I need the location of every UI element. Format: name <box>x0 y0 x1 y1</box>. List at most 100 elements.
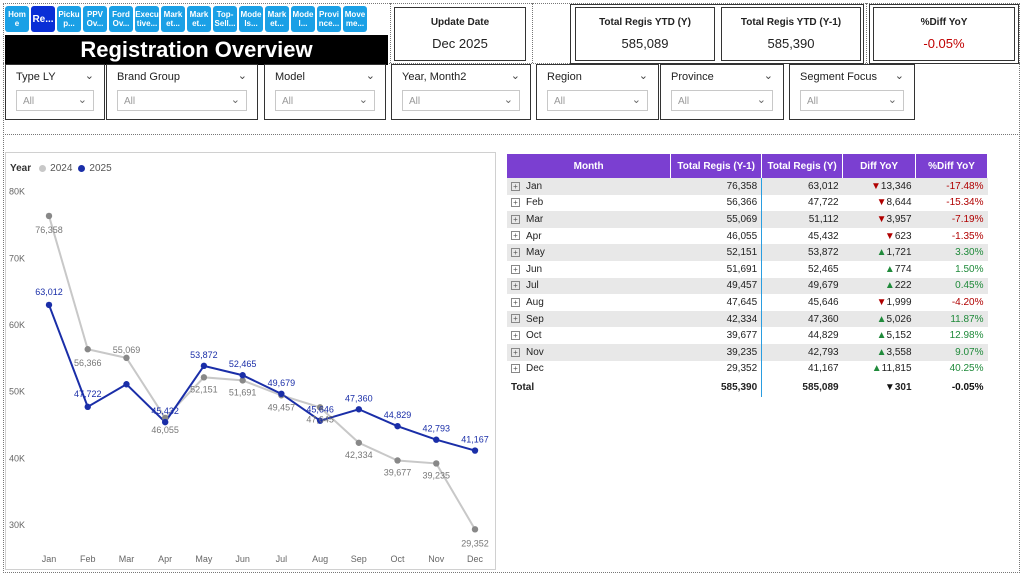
data-label-2025: 63,012 <box>35 287 63 297</box>
header-month[interactable]: Month <box>507 154 672 178</box>
table-row[interactable]: + Dec 29,352 41,167 ▲11,815 40.25% <box>507 360 988 378</box>
table-row[interactable]: + Nov 39,235 42,793 ▲3,558 9.07% <box>507 343 988 361</box>
legend-2025-label[interactable]: 2025 <box>89 163 112 174</box>
data-point-2024[interactable] <box>239 377 246 384</box>
slicer-5: Province ⌄ All ⌄ <box>660 64 784 120</box>
cur-cell: 45,646 <box>807 296 839 308</box>
data-label-2024: 47,645 <box>306 414 334 424</box>
data-point-2025[interactable] <box>394 422 401 430</box>
data-point-2024[interactable] <box>123 354 130 362</box>
table-row[interactable]: + Jul 49,457 49,679 ▲222 0.45% <box>507 277 988 295</box>
data-point-2025[interactable] <box>471 447 479 454</box>
slicer-dropdown[interactable]: All ⌄ <box>275 90 375 111</box>
triangle-up-icon: ▲ <box>884 263 895 275</box>
data-point-2024[interactable] <box>471 526 479 533</box>
expand-icon[interactable]: + <box>511 314 520 324</box>
header-separator <box>390 3 391 63</box>
nav-button-6[interactable]: Mark et... <box>161 6 185 32</box>
diff-cell: ▼301 <box>843 377 916 397</box>
data-point-2024[interactable] <box>433 460 440 467</box>
header-separator <box>866 3 867 63</box>
expand-icon[interactable]: + <box>511 198 520 208</box>
nav-button-5[interactable]: Execu tive... <box>135 6 159 32</box>
chevron-down-icon[interactable]: ⌄ <box>638 70 648 82</box>
header-cur[interactable]: Total Regis (Y) <box>761 154 844 178</box>
data-point-2024[interactable] <box>316 404 324 411</box>
table-row[interactable]: + May 52,151 53,872 ▲1,721 3.30% <box>507 244 988 261</box>
data-point-2024[interactable] <box>45 212 53 220</box>
nav-button-9[interactable]: Mode ls... <box>239 6 263 32</box>
table-row[interactable]: + Aug 47,645 45,646 ▼1,999 -4.20% <box>507 294 988 311</box>
data-point-2024[interactable] <box>200 374 208 381</box>
table-row[interactable]: + Feb 56,366 47,722 ▼8,644 -15.34% <box>507 194 988 212</box>
legend-2024-label[interactable]: 2024 <box>50 163 73 174</box>
pct-cell: 12.98% <box>949 330 984 342</box>
slicer-dropdown[interactable]: All ⌄ <box>547 90 648 111</box>
expand-icon[interactable]: + <box>511 297 520 307</box>
nav-button-3[interactable]: PPV Ov... <box>83 6 107 32</box>
expand-icon[interactable]: + <box>511 231 520 241</box>
expand-icon[interactable]: + <box>511 214 520 224</box>
table-row[interactable]: + Oct 39,677 44,829 ▲5,152 12.98% <box>507 327 988 344</box>
data-point-2025[interactable] <box>433 436 440 443</box>
month-cell: Total <box>507 377 671 397</box>
data-point-2025[interactable] <box>316 417 324 424</box>
data-point-2025[interactable] <box>161 418 169 426</box>
header-diff[interactable]: Diff YoY <box>842 154 917 178</box>
chevron-down-icon[interactable]: ⌄ <box>365 70 375 82</box>
diff-card: %Diff YoY -0.05% <box>873 7 1015 61</box>
prev-cell: 51,691 <box>670 260 763 278</box>
nav-button-8[interactable]: Top- Sell... <box>213 6 237 32</box>
cur-cell: 63,012 <box>761 178 843 195</box>
x-tick-label: Sep <box>351 554 367 564</box>
data-point-2025[interactable] <box>200 362 208 370</box>
nav-button-12[interactable]: Provi nce... <box>317 6 341 32</box>
nav-button-13[interactable]: Move me... <box>343 6 367 32</box>
nav-button-10[interactable]: Mark et... <box>265 6 289 32</box>
data-point-2025[interactable] <box>239 372 246 379</box>
slicer-dropdown[interactable]: All ⌄ <box>16 90 94 111</box>
chevron-down-icon[interactable]: ⌄ <box>237 70 247 82</box>
slicer-dropdown[interactable]: All ⌄ <box>117 90 247 111</box>
table-row[interactable]: + Sep 42,334 47,360 ▲5,026 11.87% <box>507 310 988 328</box>
nav-button-4[interactable]: Ford Ov... <box>109 6 133 32</box>
data-point-2025[interactable] <box>355 406 363 413</box>
chevron-down-icon[interactable]: ⌄ <box>763 70 773 82</box>
header-pct[interactable]: %Diff YoY <box>915 154 988 178</box>
data-label-2025: 53,872 <box>190 350 218 360</box>
expand-icon[interactable]: + <box>511 181 520 191</box>
expand-icon[interactable]: + <box>511 248 520 258</box>
data-point-2024[interactable] <box>355 439 363 446</box>
diff-value: 3,558 <box>886 346 912 358</box>
table-row[interactable]: + Mar 55,069 51,112 ▼3,957 -7.19% <box>507 211 988 228</box>
slicer-dropdown[interactable]: All ⌄ <box>671 90 773 111</box>
expand-icon[interactable]: + <box>511 281 520 291</box>
nav-button-2[interactable]: Picku p... <box>57 6 81 32</box>
expand-icon[interactable]: + <box>511 347 520 357</box>
slicer-dropdown[interactable]: All ⌄ <box>402 90 520 111</box>
chevron-down-icon[interactable]: ⌄ <box>894 70 904 82</box>
nav-button-0[interactable]: Hom e <box>5 6 29 32</box>
chevron-down-icon[interactable]: ⌄ <box>84 70 94 82</box>
slicer-3: Year, Month2 ⌄ All ⌄ <box>391 64 531 120</box>
data-point-2025[interactable] <box>84 403 91 411</box>
table-row[interactable]: + Jan 76,358 63,012 ▼13,346 -17.48% <box>507 178 988 195</box>
data-point-2025[interactable] <box>278 390 285 398</box>
data-point-2025[interactable] <box>45 301 53 309</box>
slicer-title: Region <box>547 71 582 83</box>
nav-button-11[interactable]: Mode l... <box>291 6 315 32</box>
expand-icon[interactable]: + <box>511 364 520 374</box>
data-point-2025[interactable] <box>123 381 130 388</box>
diff-cell: ▲222 <box>842 277 916 295</box>
data-point-2024[interactable] <box>394 457 401 464</box>
expand-icon[interactable]: + <box>511 331 520 340</box>
slicer-dropdown[interactable]: All ⌄ <box>800 90 904 111</box>
data-point-2024[interactable] <box>84 346 91 353</box>
nav-button-7[interactable]: Mark et... <box>187 6 211 32</box>
expand-icon[interactable]: + <box>511 264 520 274</box>
table-row[interactable]: + Apr 46,055 45,432 ▼623 -1.35% <box>507 227 988 245</box>
table-row[interactable]: + Jun 51,691 52,465 ▲774 1.50% <box>507 260 988 278</box>
nav-button-1[interactable]: Re... <box>31 6 55 32</box>
header-prev[interactable]: Total Regis (Y-1) <box>670 154 763 178</box>
chevron-down-icon[interactable]: ⌄ <box>510 70 520 82</box>
